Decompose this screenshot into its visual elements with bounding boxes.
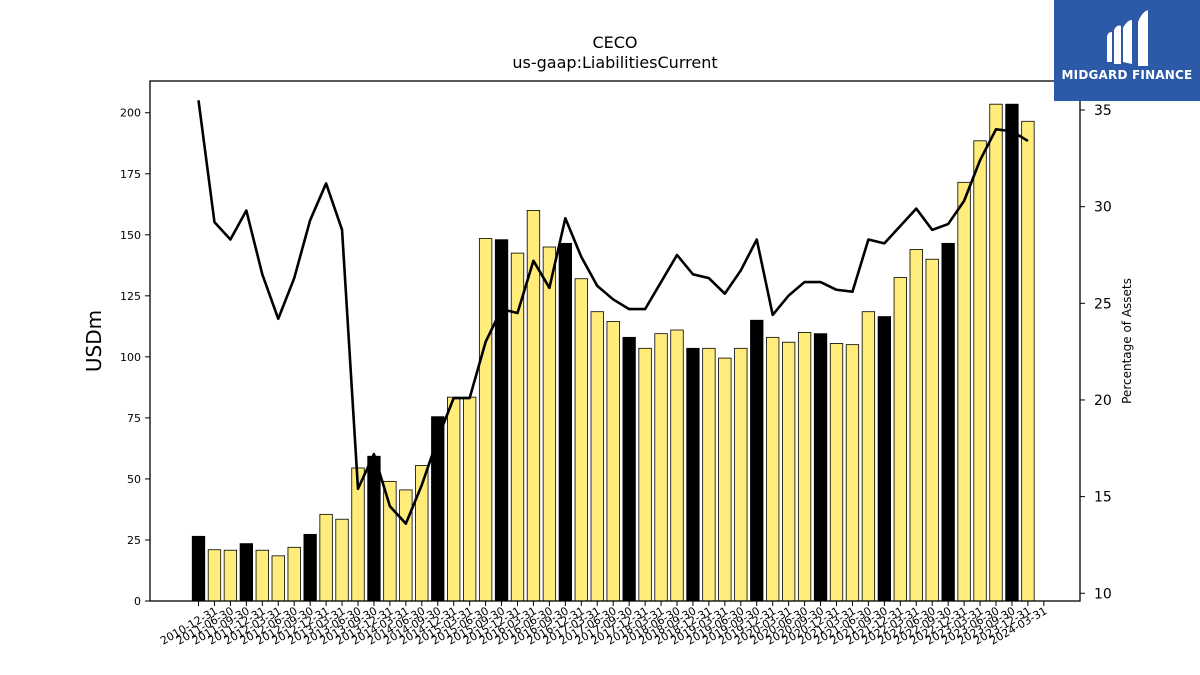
bar [734, 347, 748, 602]
y-tick-label: 50 [127, 473, 141, 486]
bar [766, 336, 780, 602]
bar [255, 549, 269, 602]
bar [877, 316, 891, 602]
chart-title: CECO [592, 33, 637, 52]
bar [590, 311, 604, 602]
y-tick-label: 25 [127, 534, 141, 547]
bar [447, 396, 461, 602]
bar [1021, 120, 1035, 602]
y2-tick-label: 30 [1094, 200, 1112, 216]
y-tick-label: 75 [127, 412, 141, 425]
bar [223, 549, 238, 602]
bar [670, 329, 684, 602]
bar [638, 347, 652, 602]
y-axis-label: USDm [82, 310, 106, 372]
bar [207, 549, 222, 602]
bar [287, 546, 301, 602]
bar [718, 357, 732, 602]
brand-mark-icon [1107, 10, 1148, 66]
y-tick-label: 125 [120, 290, 141, 303]
bar [494, 239, 509, 602]
y-tick-label: 200 [120, 107, 141, 120]
bar [861, 311, 876, 602]
bar [319, 513, 333, 602]
y-tick-label: 100 [120, 351, 141, 364]
bar [909, 249, 923, 602]
bar [558, 242, 572, 602]
bar [782, 341, 796, 602]
bar [239, 543, 254, 602]
chart-subtitle: us-gaap:LiabilitiesCurrent [512, 53, 717, 72]
line-group [197, 100, 1029, 525]
bar [797, 332, 812, 602]
bar [1005, 103, 1019, 602]
brand-logo: MIDGARD FINANCE [1054, 0, 1200, 101]
bar [973, 140, 987, 602]
bar [702, 347, 716, 602]
x-axis: 2010-12-312011-06-302011-09-302011-12-31… [158, 601, 1049, 648]
bar [383, 480, 397, 602]
y2-tick-label: 25 [1094, 296, 1112, 312]
bar [271, 555, 285, 602]
bar [191, 535, 206, 602]
y2-tick-label: 10 [1094, 586, 1112, 602]
bar [606, 321, 620, 602]
plot-frame [149, 80, 1081, 602]
y2-axis-label: Percentage of Assets [1120, 278, 1134, 404]
y2-axis: 10 15 20 25 30 35 [1080, 103, 1112, 602]
bar [989, 103, 1003, 602]
bar [367, 455, 381, 602]
brand-name: MIDGARD FINANCE [1061, 68, 1193, 82]
bar [542, 246, 557, 602]
y-tick-label: 175 [120, 168, 141, 181]
series-line [197, 100, 1029, 525]
bar [431, 416, 445, 602]
bar [750, 319, 764, 602]
bar [829, 343, 844, 602]
bar [622, 336, 636, 602]
y-tick-label: 150 [120, 229, 141, 242]
bar [654, 333, 668, 602]
y2-tick-label: 20 [1094, 393, 1112, 409]
bar [574, 278, 588, 602]
bar [462, 396, 477, 602]
bar [925, 258, 939, 602]
bar [478, 238, 493, 602]
bar [893, 277, 907, 602]
bar [686, 347, 700, 602]
bar [813, 333, 828, 602]
bar [303, 533, 317, 602]
y2-tick-label: 35 [1094, 103, 1112, 119]
bar [335, 518, 349, 602]
bar [941, 242, 955, 602]
bars-group [191, 103, 1035, 602]
bar [510, 252, 525, 602]
bar [399, 489, 413, 602]
y-tick-label: 0 [134, 595, 141, 608]
y2-tick-label: 15 [1094, 490, 1112, 506]
bar [957, 181, 971, 602]
y-axis: 0 25 50 75 100 125 150 175 200 [120, 107, 150, 608]
bar [845, 344, 860, 602]
